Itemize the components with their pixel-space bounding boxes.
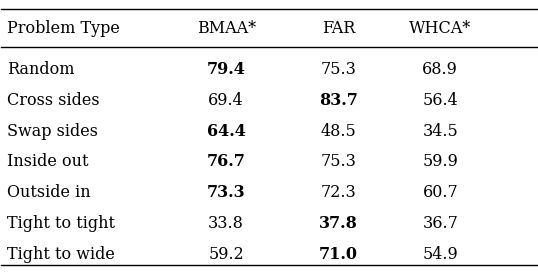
Text: 48.5: 48.5: [321, 123, 357, 140]
Text: 72.3: 72.3: [321, 184, 357, 202]
Text: Random: Random: [7, 61, 74, 78]
Text: Cross sides: Cross sides: [7, 92, 100, 109]
Text: WHCA*: WHCA*: [409, 20, 471, 37]
Text: 34.5: 34.5: [422, 123, 458, 140]
Text: 75.3: 75.3: [321, 61, 357, 78]
Text: 64.4: 64.4: [207, 123, 246, 140]
Text: 75.3: 75.3: [321, 153, 357, 171]
Text: 71.0: 71.0: [319, 246, 358, 263]
Text: 79.4: 79.4: [207, 61, 246, 78]
Text: 54.9: 54.9: [422, 246, 458, 263]
Text: 59.2: 59.2: [208, 246, 244, 263]
Text: Problem Type: Problem Type: [7, 20, 119, 37]
Text: BMAA*: BMAA*: [196, 20, 256, 37]
Text: Swap sides: Swap sides: [7, 123, 98, 140]
Text: 60.7: 60.7: [422, 184, 458, 202]
Text: 83.7: 83.7: [319, 92, 358, 109]
Text: 36.7: 36.7: [422, 215, 458, 232]
Text: Outside in: Outside in: [7, 184, 90, 202]
Text: 76.7: 76.7: [207, 153, 246, 171]
Text: Inside out: Inside out: [7, 153, 88, 171]
Text: 73.3: 73.3: [207, 184, 245, 202]
Text: Tight to tight: Tight to tight: [7, 215, 115, 232]
Text: 33.8: 33.8: [208, 215, 244, 232]
Text: 56.4: 56.4: [422, 92, 458, 109]
Text: 59.9: 59.9: [422, 153, 458, 171]
Text: Tight to wide: Tight to wide: [7, 246, 115, 263]
Text: 37.8: 37.8: [319, 215, 358, 232]
Text: 68.9: 68.9: [422, 61, 458, 78]
Text: FAR: FAR: [322, 20, 355, 37]
Text: 69.4: 69.4: [208, 92, 244, 109]
